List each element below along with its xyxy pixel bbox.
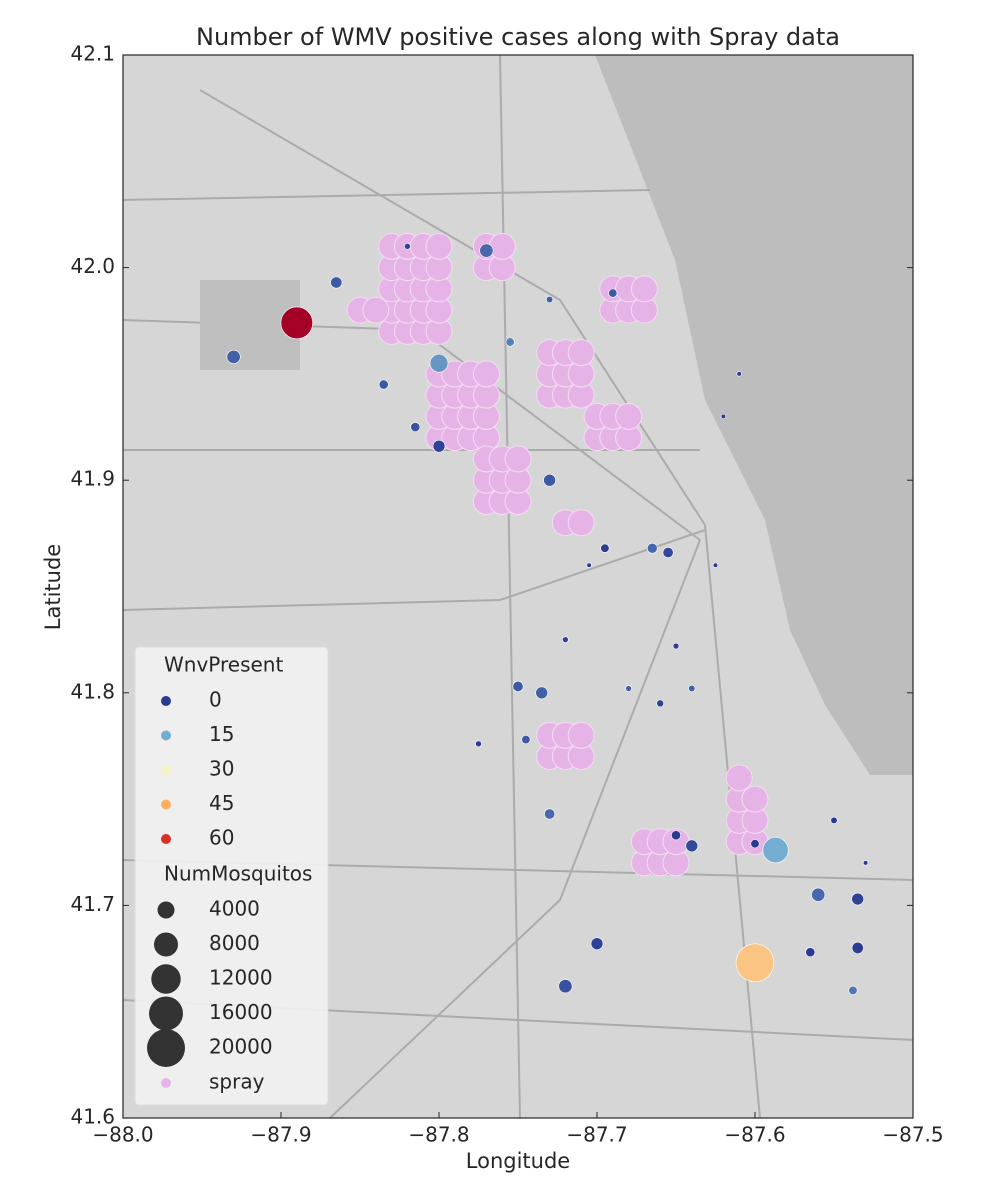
trap-point — [429, 353, 449, 373]
trap-point — [625, 685, 632, 692]
trap-point — [811, 887, 826, 902]
trap-point — [685, 839, 699, 853]
chart-title: Number of WMV positive cases along with … — [196, 23, 840, 51]
trap-point — [805, 947, 816, 958]
trap-point — [656, 699, 665, 708]
trap-point — [750, 839, 760, 849]
trap-point — [535, 686, 549, 700]
x-tick-label: −87.7 — [566, 1123, 627, 1147]
legend-title: NumMosquitos — [164, 862, 312, 886]
spray-point — [488, 232, 516, 260]
y-tick-label: 41.8 — [70, 679, 115, 703]
trap-point — [848, 985, 858, 995]
x-tick-label: −87.6 — [724, 1123, 785, 1147]
legend-label: 60 — [209, 826, 234, 850]
legend-marker — [157, 901, 175, 919]
spray-point — [472, 360, 500, 388]
legend-marker — [151, 964, 181, 994]
trap-point — [543, 473, 556, 487]
trap-point — [712, 562, 719, 568]
trap-point — [330, 276, 343, 289]
trap-point — [662, 546, 674, 558]
spray-point — [567, 721, 595, 749]
legend-marker — [147, 1029, 185, 1067]
legend-label: 8000 — [209, 931, 260, 955]
x-tick-label: −87.5 — [882, 1123, 943, 1147]
trap-point — [830, 816, 838, 824]
spray-point — [630, 275, 658, 303]
trap-point — [562, 636, 569, 643]
legend-label: 20000 — [209, 1035, 273, 1059]
legend-marker — [161, 834, 171, 844]
trap-point — [735, 943, 775, 983]
spray-point — [567, 509, 595, 537]
plot-marks — [226, 232, 869, 995]
trap-point — [558, 979, 573, 994]
legend-label: 12000 — [209, 966, 273, 990]
trap-point — [671, 830, 681, 841]
y-tick-label: 42.1 — [70, 42, 115, 66]
trap-point — [479, 243, 494, 258]
trap-point — [404, 243, 411, 250]
spray-point — [362, 296, 390, 324]
legend-label: 45 — [209, 791, 234, 815]
legend-marker — [161, 799, 171, 810]
trap-point — [521, 735, 531, 745]
legend-label: 4000 — [209, 897, 260, 921]
trap-point — [512, 680, 524, 692]
legend-label: 15 — [209, 722, 234, 746]
x-tick-label: −88.0 — [92, 1123, 153, 1147]
trap-point — [546, 295, 554, 304]
trap-point — [280, 306, 313, 340]
legend-marker — [161, 1078, 171, 1088]
y-axis-label: Latitude — [41, 544, 65, 630]
trap-point — [646, 542, 658, 554]
legend-box — [134, 646, 329, 1106]
spray-point — [725, 764, 753, 792]
legend-marker — [149, 996, 183, 1031]
trap-point — [600, 543, 610, 553]
spray-point — [615, 402, 643, 430]
legend-label: spray — [209, 1070, 265, 1094]
x-tick-label: −87.9 — [250, 1123, 311, 1147]
legend-marker — [153, 932, 179, 957]
spray-point — [425, 232, 453, 260]
x-tick-label: −87.8 — [408, 1123, 469, 1147]
trap-point — [590, 937, 604, 950]
y-tick-label: 42.0 — [70, 254, 115, 278]
trap-point — [672, 642, 680, 650]
trap-point — [432, 439, 446, 453]
spray-point — [504, 445, 532, 473]
trap-point — [544, 808, 556, 820]
trap-point — [608, 288, 618, 298]
x-axis-label: Longitude — [466, 1149, 570, 1173]
y-tick-label: 41.9 — [70, 467, 115, 491]
trap-point — [736, 371, 742, 377]
trap-point — [378, 379, 389, 390]
legend-label: 30 — [209, 757, 234, 781]
legend-label: 0 — [209, 688, 222, 712]
legend-marker — [161, 696, 171, 706]
trap-point — [851, 941, 864, 954]
trap-point — [720, 413, 727, 420]
y-tick-label: 41.7 — [70, 892, 115, 916]
trap-point — [505, 337, 515, 347]
trap-point — [410, 422, 421, 433]
legend-marker — [161, 765, 171, 775]
trap-point — [688, 684, 696, 693]
trap-point — [586, 562, 592, 568]
spray-point — [741, 785, 769, 813]
spray-point — [567, 339, 595, 367]
trap-point — [851, 892, 865, 906]
trap-point — [475, 740, 482, 748]
legend-label: 16000 — [209, 1000, 273, 1024]
trap-point — [226, 349, 241, 364]
trap-point — [862, 860, 869, 866]
y-tick-label: 41.6 — [70, 1105, 115, 1129]
legend-marker — [161, 730, 171, 741]
plot-frame — [122, 54, 914, 1119]
legend-title: WnvPresent — [164, 653, 283, 677]
trap-point — [762, 837, 789, 864]
